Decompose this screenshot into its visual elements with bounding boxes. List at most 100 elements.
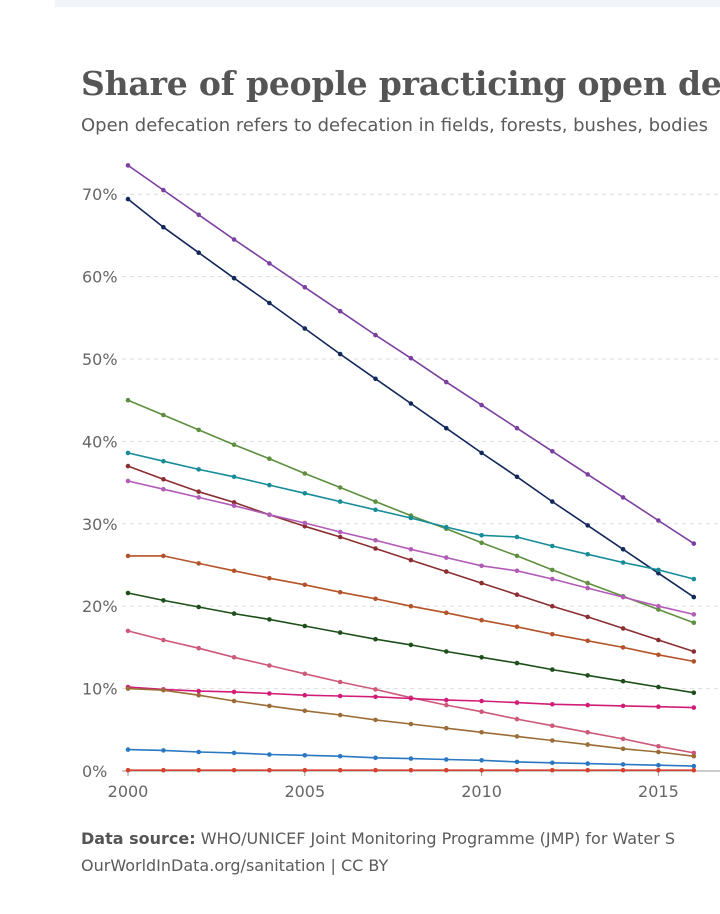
data-point bbox=[302, 471, 308, 476]
data-point bbox=[479, 617, 484, 623]
data-point bbox=[550, 603, 555, 609]
data-point bbox=[656, 767, 661, 773]
data-point bbox=[479, 540, 484, 546]
data-point bbox=[267, 752, 272, 757]
data-point bbox=[196, 561, 201, 566]
footer: Data source: WHO/UNICEF Joint Monitoring… bbox=[81, 825, 675, 879]
data-point bbox=[373, 717, 378, 723]
series-1 bbox=[125, 163, 697, 546]
data-point bbox=[125, 628, 131, 634]
data-point bbox=[585, 638, 590, 644]
data-point bbox=[373, 687, 378, 692]
series-line bbox=[127, 399, 695, 624]
chart-title: Share of people practicing open defe bbox=[81, 64, 720, 103]
data-point bbox=[196, 692, 201, 698]
data-point bbox=[408, 642, 414, 648]
data-point bbox=[408, 721, 414, 727]
y-tick-label: 20% bbox=[82, 597, 118, 616]
data-point bbox=[550, 767, 555, 773]
data-point bbox=[620, 547, 626, 552]
data-point bbox=[125, 196, 131, 202]
data-point bbox=[302, 708, 308, 714]
data-point bbox=[514, 592, 520, 597]
series-8 bbox=[125, 590, 697, 695]
data-point bbox=[161, 187, 166, 193]
data-point bbox=[514, 734, 520, 739]
data-point bbox=[408, 515, 414, 521]
data-point bbox=[479, 580, 484, 586]
data-point bbox=[408, 696, 414, 701]
data-point bbox=[125, 397, 131, 403]
data-point bbox=[231, 237, 237, 242]
data-source-label: Data source: bbox=[81, 829, 196, 848]
data-point bbox=[656, 684, 661, 690]
data-point bbox=[231, 474, 237, 480]
y-tick-label: 0% bbox=[82, 762, 107, 781]
data-point bbox=[161, 486, 166, 492]
x-tick-label: 2000 bbox=[108, 782, 149, 801]
data-point bbox=[691, 690, 697, 695]
data-point bbox=[620, 645, 626, 650]
data-point bbox=[514, 474, 520, 480]
data-point bbox=[585, 585, 590, 591]
data-point bbox=[479, 450, 484, 456]
data-point bbox=[444, 555, 449, 560]
data-point bbox=[444, 757, 449, 762]
data-point bbox=[231, 689, 237, 695]
data-point bbox=[302, 524, 308, 529]
data-point bbox=[514, 553, 520, 559]
data-point bbox=[302, 285, 308, 290]
data-point bbox=[373, 755, 378, 761]
y-tick-label: 30% bbox=[82, 515, 118, 534]
data-point bbox=[196, 467, 201, 472]
data-point bbox=[656, 744, 661, 749]
data-point bbox=[620, 703, 626, 709]
data-point bbox=[302, 491, 308, 496]
data-point bbox=[585, 614, 590, 620]
data-point bbox=[656, 603, 661, 609]
data-point bbox=[125, 450, 131, 456]
data-point bbox=[161, 553, 166, 559]
data-point bbox=[125, 590, 131, 596]
data-point bbox=[337, 534, 343, 540]
data-point bbox=[656, 762, 661, 768]
data-point bbox=[550, 760, 555, 766]
data-point bbox=[444, 379, 449, 385]
data-point bbox=[479, 767, 484, 773]
data-point bbox=[514, 716, 520, 722]
data-point bbox=[514, 534, 520, 540]
data-point bbox=[337, 712, 343, 718]
y-tick-label: 70% bbox=[82, 185, 118, 204]
data-point bbox=[550, 499, 555, 504]
data-point bbox=[267, 456, 272, 462]
data-point bbox=[479, 758, 484, 763]
data-point bbox=[585, 552, 590, 557]
data-point bbox=[620, 767, 626, 773]
series-3 bbox=[125, 397, 697, 625]
data-point bbox=[161, 477, 166, 482]
url-license-line: OurWorldInData.org/sanitation | CC BY bbox=[81, 856, 389, 875]
data-point bbox=[231, 611, 237, 616]
data-point bbox=[691, 620, 697, 625]
data-point bbox=[585, 523, 590, 528]
data-point bbox=[691, 612, 697, 617]
data-point bbox=[125, 163, 131, 168]
series-7 bbox=[125, 553, 697, 664]
data-point bbox=[444, 569, 449, 574]
data-point bbox=[337, 589, 343, 595]
data-point bbox=[231, 750, 237, 756]
data-point bbox=[373, 332, 378, 338]
data-point bbox=[479, 655, 484, 660]
data-point bbox=[656, 652, 661, 658]
data-point bbox=[620, 560, 626, 565]
data-point bbox=[444, 610, 449, 616]
data-point bbox=[691, 649, 697, 654]
data-point bbox=[620, 495, 626, 500]
data-point bbox=[514, 425, 520, 431]
data-point bbox=[373, 694, 378, 700]
data-point bbox=[337, 351, 343, 357]
data-point bbox=[231, 503, 237, 509]
data-point bbox=[196, 489, 201, 495]
data-point bbox=[585, 761, 590, 766]
